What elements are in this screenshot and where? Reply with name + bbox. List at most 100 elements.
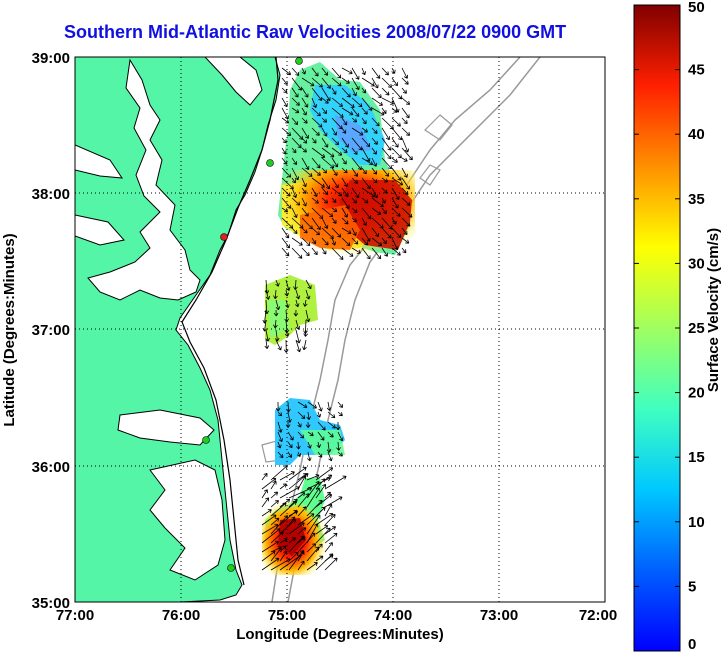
colorbar-tick-label: 15 bbox=[688, 449, 705, 466]
velocity-arrow bbox=[324, 474, 333, 481]
x-tick-label: 73:00 bbox=[480, 607, 518, 624]
velocity-arrow bbox=[391, 127, 403, 141]
colorbar-gradient bbox=[633, 4, 681, 652]
velocity-arrow bbox=[361, 227, 371, 242]
velocity-arrow bbox=[291, 227, 298, 235]
velocity-arrow bbox=[341, 207, 348, 218]
velocity-arrow bbox=[361, 87, 367, 94]
velocity-arrow bbox=[274, 329, 280, 342]
velocity-arrow bbox=[281, 167, 292, 178]
velocity-arrow bbox=[391, 217, 397, 225]
velocity-arrow bbox=[311, 247, 318, 256]
velocity-arrow bbox=[401, 217, 411, 227]
velocity-arrow bbox=[301, 147, 307, 153]
velocity-arrow bbox=[381, 167, 390, 177]
velocity-arrow bbox=[321, 107, 328, 114]
velocity-arrow bbox=[291, 97, 300, 106]
velocity-arrow bbox=[337, 451, 343, 457]
velocity-arrow bbox=[270, 491, 279, 499]
velocity-arrow bbox=[321, 167, 328, 174]
velocity-arrow bbox=[327, 431, 334, 438]
velocity-arrow bbox=[301, 207, 309, 217]
velocity-arrow bbox=[277, 421, 283, 433]
x-tick-label: 76:00 bbox=[162, 607, 200, 624]
station-marker bbox=[202, 436, 210, 444]
velocity-arrow bbox=[381, 227, 392, 239]
velocity-arrow bbox=[283, 339, 289, 353]
velocity-arrow bbox=[281, 197, 292, 209]
velocity-arrow bbox=[297, 550, 305, 562]
delaware-bay bbox=[204, 57, 263, 106]
velocity-arrow bbox=[291, 77, 302, 91]
velocity-arrow bbox=[321, 197, 328, 204]
velocity-arrow bbox=[301, 227, 308, 234]
velocity-arrow bbox=[279, 538, 288, 544]
velocity-arrow bbox=[287, 441, 293, 449]
velocity-arrow bbox=[311, 217, 321, 230]
velocity-arrow bbox=[331, 67, 342, 79]
bay-inlet bbox=[75, 214, 125, 246]
velocity-arrow bbox=[331, 87, 337, 95]
velocity-arrow bbox=[337, 401, 343, 408]
velocity-arrow bbox=[331, 137, 340, 146]
velocity-arrow bbox=[324, 526, 336, 535]
velocity-arrow bbox=[341, 247, 354, 257]
velocity-arrow bbox=[341, 147, 348, 154]
velocity-arrow bbox=[371, 117, 380, 127]
velocity-arrow bbox=[331, 217, 337, 224]
velocity-arrow bbox=[371, 127, 378, 134]
velocity-arrow bbox=[291, 247, 303, 259]
velocity-arrow bbox=[351, 237, 359, 245]
velocity-arrow bbox=[361, 157, 374, 166]
colorbar-tick-label: 30 bbox=[688, 255, 705, 272]
velocity-arrow bbox=[261, 497, 270, 508]
velocity-arrow bbox=[331, 107, 344, 118]
velocity-arrow bbox=[351, 97, 363, 108]
velocity-arrow bbox=[265, 329, 270, 342]
velocity-arrow bbox=[311, 177, 325, 188]
velocity-arrow bbox=[381, 137, 392, 151]
velocity-arrow bbox=[331, 127, 337, 136]
velocity-arrow bbox=[331, 157, 339, 168]
velocity-arrow bbox=[261, 473, 268, 481]
station-marker bbox=[266, 159, 274, 167]
y-tick-label: 37:00 bbox=[32, 322, 70, 339]
station-marker bbox=[295, 57, 303, 65]
velocity-arrow bbox=[371, 167, 378, 175]
velocity-arrow bbox=[294, 299, 300, 308]
velocity-arrow bbox=[277, 411, 283, 417]
velocity-arrow bbox=[311, 107, 321, 117]
velocity-arrow bbox=[361, 77, 375, 87]
velocity-arrow bbox=[301, 107, 307, 116]
velocity-arrow bbox=[291, 197, 301, 206]
velocity-arrow bbox=[371, 187, 378, 199]
velocity-arrow bbox=[351, 127, 364, 136]
velocity-arrow bbox=[293, 309, 299, 317]
velocity-arrow bbox=[281, 127, 292, 137]
velocity-arrow bbox=[361, 147, 371, 162]
velocity-arrow bbox=[315, 478, 326, 490]
colorbar-tick-label: 20 bbox=[688, 385, 705, 402]
velocity-arrow bbox=[307, 441, 312, 449]
velocity-arrow bbox=[321, 67, 329, 76]
velocity-arrow bbox=[371, 147, 377, 155]
velocity-arrow bbox=[381, 207, 387, 215]
velocity-arrow bbox=[277, 451, 284, 459]
velocity-arrow bbox=[296, 441, 301, 450]
velocity-arrow bbox=[301, 177, 307, 188]
velocity-arrow bbox=[303, 329, 309, 337]
velocity-arrow bbox=[381, 247, 388, 257]
velocity-arrow bbox=[275, 299, 281, 311]
velocity-arrow bbox=[301, 137, 308, 144]
velocity-arrow bbox=[341, 137, 349, 148]
velocity-arrow bbox=[301, 117, 308, 124]
velocity-arrow bbox=[401, 247, 407, 254]
bathymetry-contour bbox=[424, 114, 453, 141]
velocity-arrow bbox=[311, 137, 317, 144]
velocity-arrow bbox=[351, 177, 358, 184]
velocity-arrow bbox=[273, 289, 278, 300]
velocity-arrow bbox=[291, 147, 297, 154]
velocity-arrow bbox=[401, 157, 408, 162]
velocity-arrow bbox=[311, 237, 317, 245]
velocity-arrow bbox=[315, 543, 323, 553]
